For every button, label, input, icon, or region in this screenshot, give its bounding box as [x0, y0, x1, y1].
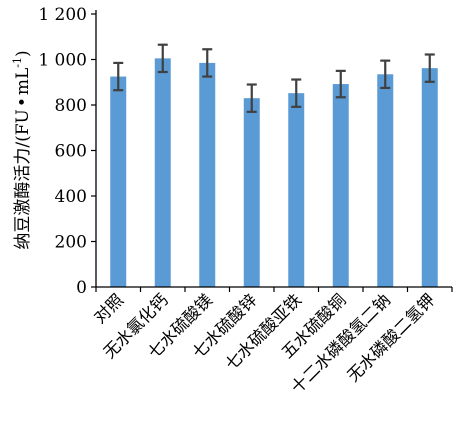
y-tick-labels: 0 200 400 600 800 1 000 1 200: [38, 5, 87, 298]
y-axis-unit-close: ): [13, 50, 33, 57]
bar-2: [199, 62, 216, 287]
y-tick-label-3: 600: [55, 142, 87, 162]
y-axis-unit-ml: mL: [13, 68, 33, 95]
bar-0: [110, 76, 127, 287]
x-category-labels: 对照无水氯化钙七水硫酸镁七水硫酸锌七水硫酸亚铁五水硫酸铜十二水磷酸氢二钠无水磷酸…: [90, 290, 438, 397]
bar-5: [332, 84, 349, 287]
bar-7: [421, 68, 438, 288]
y-tick-label-0: 0: [76, 278, 87, 298]
bars-layer: [110, 58, 438, 288]
x-category-label-0: 对照: [90, 290, 127, 327]
bar-4: [288, 93, 305, 287]
y-tick-label-5: 1 000: [38, 51, 87, 71]
axes-layer: [91, 10, 453, 292]
y-axis-title-main: 纳豆激酶活力/: [13, 142, 33, 250]
y-tick-label-6: 1 200: [38, 5, 87, 25]
y-tick-label-2: 400: [55, 187, 87, 207]
y-axis-unit-dot: •: [13, 97, 33, 107]
bar-1: [154, 58, 171, 287]
y-tick-label-1: 200: [55, 233, 87, 253]
y-axis-unit-sup: -1: [11, 57, 24, 68]
y-axis-unit-open: (: [13, 135, 33, 142]
y-axis-title: 纳豆激酶活力/(FU • mL-1): [11, 50, 33, 249]
bar-6: [377, 74, 394, 287]
error-bars-layer: [113, 43, 435, 113]
bar-3: [243, 98, 260, 287]
y-tick-label-4: 800: [55, 96, 87, 116]
y-axis-unit-fu: FU: [13, 109, 33, 135]
